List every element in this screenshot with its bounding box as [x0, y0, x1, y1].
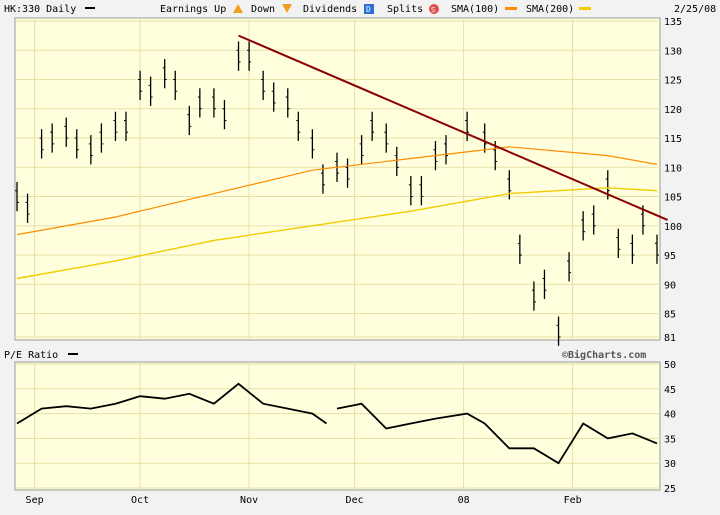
price-grid	[15, 18, 660, 340]
sma200-label: SMA(200)	[526, 4, 574, 15]
pe-y-axis: 25 30 35 40 45 50	[664, 360, 676, 495]
pe-y-tick-label: 40	[664, 410, 676, 421]
x-tick-label: Dec	[346, 495, 364, 506]
pe-ratio-line	[16, 382, 328, 425]
date-label: 2/25/08	[674, 4, 716, 15]
x-tick-label: 08	[458, 495, 470, 506]
price-y-tick-label: 130	[664, 46, 682, 57]
dividend-icon-glyph: D	[366, 5, 371, 14]
pe-grid	[15, 362, 660, 490]
x-tick-label: Feb	[564, 495, 582, 506]
earnings-up-icon	[233, 4, 243, 13]
symbol-label: HK:330 Daily	[4, 4, 76, 15]
earnings-up-label: Earnings Up	[160, 4, 226, 15]
sma100-legend-swatch	[505, 7, 517, 10]
price-legend-swatch	[85, 7, 95, 9]
pe-ratio-lines	[16, 382, 658, 465]
price-y-tick-label: 115	[664, 134, 682, 145]
x-tick-label: Sep	[26, 495, 44, 506]
pe-y-tick-label: 25	[664, 484, 676, 495]
pe-y-tick-label: 30	[664, 459, 676, 470]
x-axis: Sep Oct Nov Dec 08 Feb	[26, 495, 582, 506]
bigcharts-watermark: ©BigCharts.com	[562, 349, 646, 361]
price-y-tick-label: 135	[664, 17, 682, 28]
dividend-icon	[364, 4, 374, 14]
price-y-tick-label: 81	[664, 333, 676, 344]
dividends-label: Dividends	[303, 4, 357, 15]
pe-ratio-line	[336, 402, 658, 465]
earnings-down-label: Down	[251, 4, 275, 15]
split-icon-glyph: S	[431, 6, 435, 14]
splits-label: Splits	[387, 4, 423, 15]
price-y-tick-label: 100	[664, 222, 682, 233]
trend-line	[238, 34, 668, 221]
pe-legend-swatch	[68, 353, 78, 355]
price-y-tick-label: 125	[664, 76, 682, 87]
price-y-axis: 81 85 90 95 100 105 110 115 120 125 130 135	[664, 17, 682, 344]
price-y-tick-label: 85	[664, 310, 676, 321]
earnings-down-icon	[282, 4, 292, 13]
x-tick-label: Nov	[240, 495, 258, 506]
pe-y-tick-label: 45	[664, 385, 676, 396]
sma100-line	[16, 146, 658, 236]
price-y-tick-label: 120	[664, 105, 682, 116]
pe-ratio-label: P/E Ratio	[4, 350, 58, 361]
price-y-tick-label: 110	[664, 163, 682, 174]
pe-y-tick-label: 50	[664, 360, 676, 371]
split-icon	[429, 4, 439, 14]
sma100-label: SMA(100)	[451, 4, 499, 15]
price-y-tick-label: 90	[664, 280, 676, 291]
pe-y-tick-label: 35	[664, 434, 676, 445]
price-y-tick-label: 105	[664, 193, 682, 204]
price-bars	[15, 41, 659, 346]
pe-plot-area	[14, 361, 661, 491]
price-y-tick-label: 95	[664, 251, 676, 262]
sma200-legend-swatch	[579, 7, 591, 10]
header-bar	[0, 0, 720, 17]
x-tick-label: Oct	[131, 495, 149, 506]
sma200-line	[16, 187, 658, 280]
pe-header-bar	[0, 346, 720, 362]
